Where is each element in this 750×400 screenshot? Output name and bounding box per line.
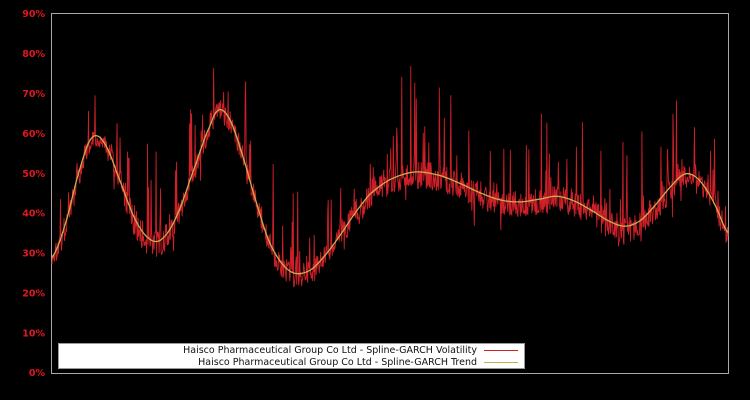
y-tick-label: 60%: [22, 129, 45, 140]
y-tick-label: 40%: [22, 209, 45, 220]
y-axis-tick-labels: 0% 10% 20% 30% 40% 50% 60% 70% 80% 90%: [22, 9, 45, 379]
y-tick-label: 20%: [22, 288, 45, 299]
y-tick-label: 30%: [22, 249, 45, 260]
legend-row-volatility: Haisco Pharmaceutical Group Co Ltd - Spl…: [59, 345, 524, 356]
legend-row-trend: Haisco Pharmaceutical Group Co Ltd - Spl…: [59, 357, 524, 368]
volatility-series-path: [51, 65, 729, 288]
y-tick-label: 10%: [22, 328, 45, 339]
plot-border: [51, 13, 729, 374]
y-tick-label: 50%: [22, 169, 45, 180]
legend-line-sample-trend: [484, 361, 518, 363]
legend-line-sample-volatility: [484, 349, 518, 351]
y-tick-label: 90%: [22, 9, 45, 20]
trend-series-path: [51, 109, 729, 275]
y-tick-label: 0%: [29, 368, 46, 379]
y-tick-label: 80%: [22, 49, 45, 60]
legend: Haisco Pharmaceutical Group Co Ltd - Spl…: [58, 343, 525, 369]
y-tick-label: 70%: [22, 89, 45, 100]
legend-label-volatility: Haisco Pharmaceutical Group Co Ltd - Spl…: [183, 344, 477, 356]
legend-label-trend: Haisco Pharmaceutical Group Co Ltd - Spl…: [198, 356, 477, 368]
